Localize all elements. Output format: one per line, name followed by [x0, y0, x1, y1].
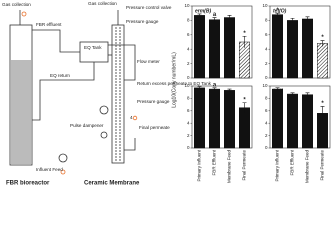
y-tick-label: 8	[265, 18, 268, 23]
error-bar	[290, 17, 295, 23]
figure: Gas collection Gas collection Pressure c…	[2, 1, 331, 187]
bar	[302, 94, 313, 149]
label: Pressure gauge	[126, 19, 159, 24]
y-tick-label: 0	[187, 75, 190, 80]
bar	[272, 14, 283, 79]
y-tick-label: 0	[187, 145, 190, 150]
bar	[302, 18, 313, 79]
y-tick-label: 0	[265, 145, 268, 150]
y-tick-label: 4	[265, 46, 268, 51]
x-tick-label: Final Permeate	[242, 150, 247, 181]
y-tick-label: 4	[187, 46, 190, 51]
membrane	[111, 24, 125, 164]
label: EQ return	[50, 73, 70, 78]
diagram	[9, 10, 138, 175]
bar	[194, 15, 205, 79]
annotation: *	[321, 101, 324, 107]
y-tick-label: 6	[265, 32, 268, 37]
label: Pressure gauge	[137, 99, 170, 104]
label: Influent Feed	[36, 167, 63, 172]
error-bar	[242, 102, 247, 113]
error-bar	[290, 92, 295, 96]
error-bar	[275, 87, 280, 91]
label: Return excess permeate to EQ Tank	[137, 81, 212, 86]
error-bar	[212, 87, 217, 91]
label: Ceramic Membrane	[84, 181, 140, 187]
x-tick-label: Membrane Feed	[227, 150, 232, 184]
label: Pressure control valve	[126, 5, 172, 10]
y-tick-label: 2	[265, 133, 268, 138]
x-tick-label: FBR Effluent	[212, 149, 217, 175]
panel-title: erm(B)	[195, 8, 211, 14]
x-tick-label: Primary Influent	[275, 149, 280, 181]
annotation: a	[213, 82, 217, 88]
y-tick-label: 10	[262, 83, 268, 88]
bar	[317, 43, 328, 79]
y-tick-label: 4	[187, 120, 190, 125]
y-axis-label: Log10(Copy number/mL)	[171, 52, 177, 108]
y-tick-label: 4	[265, 120, 268, 125]
y-tick-label: 6	[187, 108, 190, 113]
bar	[224, 90, 235, 149]
error-bar	[212, 17, 217, 22]
bar	[287, 20, 298, 79]
label: 4	[130, 115, 133, 120]
plot-frame	[191, 85, 253, 149]
plot-frame	[191, 5, 253, 79]
fbr-media	[11, 60, 31, 164]
y-tick-label: 8	[265, 96, 268, 101]
error-bar	[227, 88, 232, 92]
label: Gas collection	[88, 1, 117, 6]
y-tick-label: 10	[262, 3, 268, 8]
plot-frame	[269, 5, 331, 79]
y-tick-label: 6	[187, 32, 190, 37]
label: Final permeate	[139, 125, 170, 130]
bar	[209, 88, 220, 149]
label: Gas collection	[2, 2, 31, 7]
x-tick-label: Primary Influent	[197, 149, 202, 181]
bar	[272, 88, 283, 149]
panel-title: tet(O)	[273, 8, 287, 14]
bar	[239, 107, 250, 149]
y-tick-label: 2	[187, 133, 190, 138]
error-bar	[305, 92, 310, 97]
bar	[224, 17, 235, 79]
label: Pulse dampener	[70, 123, 104, 128]
y-tick-label: 10	[184, 83, 190, 88]
fbr-column	[9, 24, 33, 166]
y-tick-label: 2	[265, 61, 268, 66]
error-bar	[320, 40, 325, 47]
annotation: *	[321, 35, 324, 41]
y-tick-label: 8	[187, 96, 190, 101]
bar	[209, 19, 220, 79]
error-bar	[242, 35, 247, 48]
x-tick-label: Membrane Feed	[305, 150, 310, 184]
error-bar	[197, 86, 202, 90]
bar	[287, 93, 298, 149]
bar	[194, 87, 205, 149]
plot-frame	[269, 85, 331, 149]
annotation: *	[276, 8, 279, 14]
annotation: *	[243, 31, 246, 37]
error-bar	[197, 13, 202, 17]
error-bar	[305, 16, 310, 22]
y-tick-label: 2	[187, 61, 190, 66]
annotation: *	[243, 97, 246, 103]
error-bar	[320, 106, 325, 121]
y-tick-label: 8	[187, 18, 190, 23]
y-tick-label: 0	[265, 75, 268, 80]
y-tick-label: 6	[265, 108, 268, 113]
y-tick-label: 10	[184, 3, 190, 8]
error-bar	[275, 12, 280, 17]
annotation: a	[213, 12, 217, 18]
label: EQ Tank	[84, 45, 102, 50]
label: Flow meter	[137, 59, 160, 64]
x-tick-label: Final Permeate	[320, 150, 325, 181]
label: FBR effluent	[36, 22, 62, 27]
label: FBR bioreactor	[6, 181, 50, 187]
error-bar	[227, 15, 232, 20]
x-tick-label: FBR Effluent	[290, 149, 295, 175]
